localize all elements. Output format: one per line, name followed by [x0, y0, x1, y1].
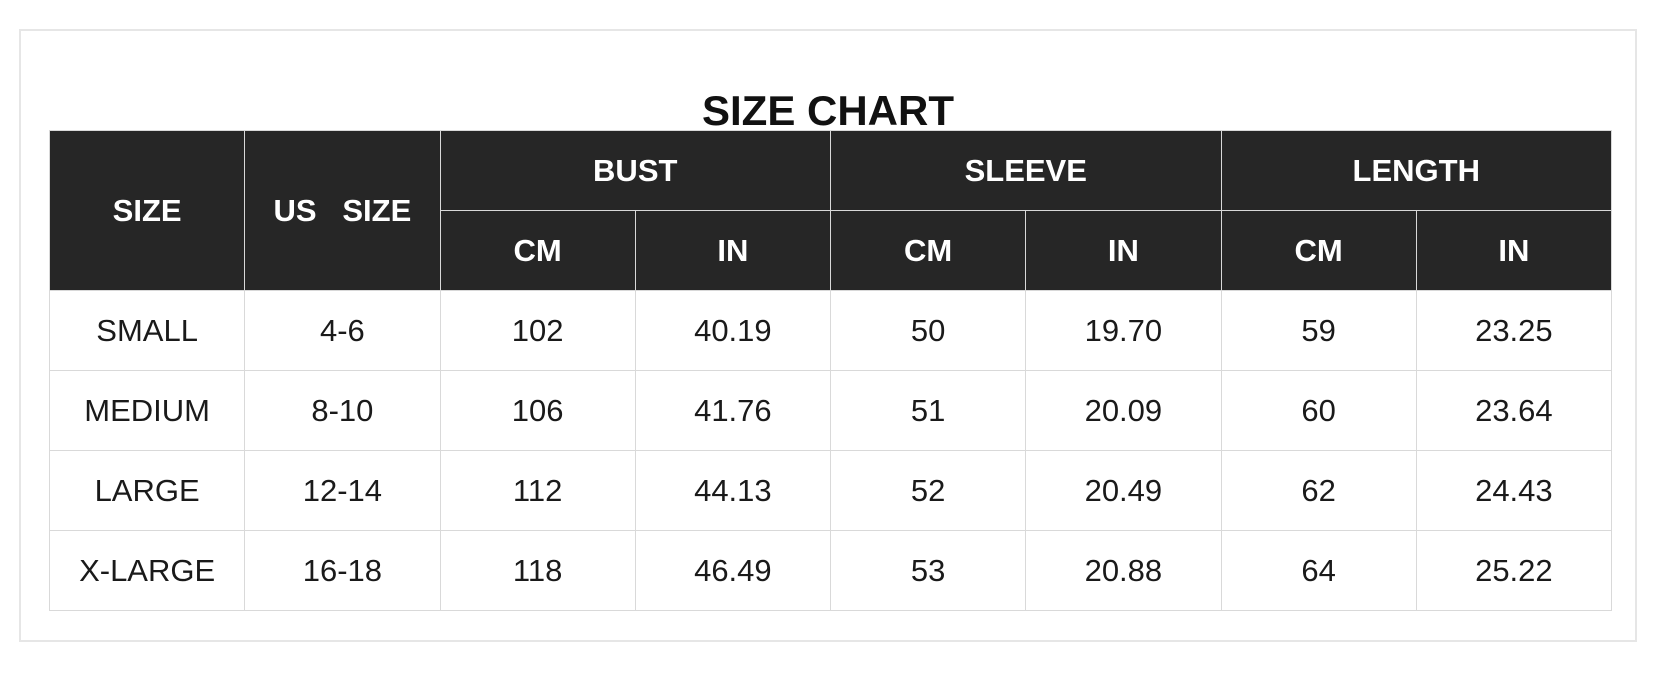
cell-bust-cm: 112 [439, 450, 636, 531]
cell-length-in: 25.22 [1415, 530, 1613, 611]
header-unit-in: IN [634, 210, 832, 291]
table-row: SMALL 4-6 102 40.19 50 19.70 59 23.25 [48, 290, 1613, 371]
cell-size: MEDIUM [48, 370, 246, 451]
page-title: SIZE CHART [702, 87, 954, 134]
cell-length-cm: 59 [1220, 290, 1417, 371]
table-row: LARGE 12-14 112 44.13 52 20.49 62 24.43 [48, 450, 1613, 531]
cell-length-cm: 62 [1220, 450, 1417, 531]
cell-bust-in: 41.76 [634, 370, 832, 451]
header-unit-in: IN [1025, 210, 1222, 291]
cell-bust-cm: 118 [439, 530, 636, 611]
cell-sleeve-cm: 50 [829, 290, 1027, 371]
cell-sleeve-cm: 53 [829, 530, 1027, 611]
cell-sleeve-cm: 51 [829, 370, 1027, 451]
header-size: SIZE [48, 130, 246, 291]
header-us-size: US SIZE [244, 130, 441, 291]
cell-bust-in: 40.19 [634, 290, 832, 371]
cell-us-size: 12-14 [244, 450, 441, 531]
cell-sleeve-cm: 52 [829, 450, 1027, 531]
cell-us-size: 16-18 [244, 530, 441, 611]
table-row: MEDIUM 8-10 106 41.76 51 20.09 60 23.64 [48, 370, 1613, 451]
header-unit-cm: CM [829, 210, 1027, 291]
cell-sleeve-in: 20.88 [1025, 530, 1222, 611]
cell-us-size: 8-10 [244, 370, 441, 451]
cell-bust-in: 46.49 [634, 530, 832, 611]
cell-sleeve-in: 19.70 [1025, 290, 1222, 371]
header-unit-cm: CM [1220, 210, 1417, 291]
cell-length-in: 24.43 [1415, 450, 1613, 531]
cell-length-cm: 60 [1220, 370, 1417, 451]
size-chart-table: SIZE US SIZE BUST SLEEVE LENGTH CM IN CM… [48, 130, 1613, 611]
cell-sleeve-in: 20.49 [1025, 450, 1222, 531]
header-length: LENGTH [1220, 130, 1612, 211]
header-bust: BUST [439, 130, 831, 211]
cell-length-in: 23.64 [1415, 370, 1613, 451]
header-sleeve: SLEEVE [830, 130, 1222, 211]
cell-bust-cm: 102 [439, 290, 636, 371]
cell-length-cm: 64 [1220, 530, 1417, 611]
cell-bust-cm: 106 [439, 370, 636, 451]
cell-us-size: 4-6 [244, 290, 441, 371]
header-unit-in: IN [1415, 210, 1613, 291]
cell-length-in: 23.25 [1415, 290, 1613, 371]
size-chart-frame: SIZE CHART [19, 29, 1637, 642]
cell-size: LARGE [48, 450, 246, 531]
cell-sleeve-in: 20.09 [1025, 370, 1222, 451]
cell-size: X-LARGE [48, 530, 246, 611]
header-unit-cm: CM [439, 210, 636, 291]
cell-bust-in: 44.13 [634, 450, 832, 531]
cell-size: SMALL [48, 290, 246, 371]
table-row: X-LARGE 16-18 118 46.49 53 20.88 64 25.22 [48, 530, 1613, 611]
